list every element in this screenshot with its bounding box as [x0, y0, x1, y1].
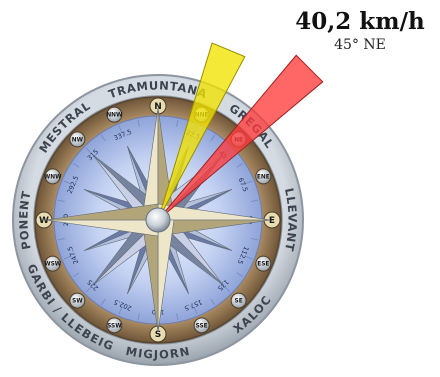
dial-tick [137, 313, 140, 321]
direction-badge-label: N [154, 102, 162, 112]
direction-badge-label: SE [235, 299, 243, 305]
direction-badge-label: ESE [257, 262, 269, 268]
dial-tick [245, 180, 253, 185]
direction-badge [255, 255, 272, 272]
dial-tick [193, 307, 198, 315]
dial-tick [100, 134, 106, 142]
direction-badge-label: SSW [107, 323, 122, 329]
direction-badge [69, 292, 86, 309]
dial-tick [72, 272, 80, 278]
direction-badge [106, 317, 123, 334]
dial-tick [245, 255, 253, 260]
direction-badge-label: W [39, 216, 49, 226]
dial-tick [118, 125, 123, 133]
direction-badge-label: NW [72, 137, 84, 143]
dial-tick [236, 162, 244, 168]
wind-name-label: PONENT [16, 189, 33, 251]
dial-tick [236, 272, 244, 278]
wind-name-label: MIGJORN [125, 343, 192, 361]
dial-tick [251, 199, 259, 202]
direction-badge [44, 255, 61, 272]
direction-badge [69, 131, 86, 148]
dial-tick [210, 298, 216, 306]
dial-tick [85, 147, 92, 154]
compass-hub [145, 207, 171, 233]
direction-badge-label: E [269, 216, 275, 226]
direction-badge [106, 106, 123, 123]
dial-tick [72, 162, 80, 168]
wind-direction-value: 45° NE [334, 37, 386, 53]
wind-name-label: LLEVANT [282, 187, 300, 254]
wind-direction-arrow [157, 54, 324, 221]
compass-star [45, 107, 271, 333]
wind-readout: 40,2 km/h 45° NE [280, 8, 440, 54]
direction-badge [193, 317, 210, 334]
direction-badge-label: WNW [44, 174, 62, 180]
gust-direction-arrow [157, 42, 246, 221]
wind-arrows [145, 42, 324, 233]
dial-tick [137, 119, 140, 127]
dial-tick [85, 286, 92, 293]
direction-badge [230, 292, 247, 309]
dial-tick [210, 134, 216, 142]
direction-badge-label: WSW [44, 262, 62, 268]
dial-tick [251, 238, 259, 241]
dial-tick [176, 313, 179, 321]
direction-badge-label: ENE [257, 174, 270, 180]
dial-tick [118, 307, 123, 315]
direction-badge-label: SSE [196, 323, 208, 329]
direction-badge [44, 168, 61, 185]
wind-speed-value: 40,2 km/h [295, 8, 425, 35]
outer-ring-inner-edge [33, 95, 283, 345]
dial-tick [57, 199, 65, 202]
dial-tick [224, 286, 231, 293]
dial-tick [176, 119, 179, 127]
dial-tick [63, 255, 71, 260]
direction-badge [255, 168, 272, 185]
direction-badge-label: S [155, 330, 161, 340]
dial-tick [100, 298, 106, 306]
direction-badge-label: NNW [106, 113, 123, 119]
dial-tick [63, 180, 71, 185]
direction-badge-label: SW [72, 299, 83, 305]
dial-tick [57, 238, 65, 241]
